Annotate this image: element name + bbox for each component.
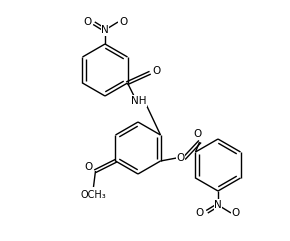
Text: O: O [176, 153, 185, 163]
Text: OCH₃: OCH₃ [81, 190, 106, 200]
Text: O: O [193, 129, 202, 139]
Text: NH: NH [131, 96, 146, 106]
Text: O: O [119, 17, 127, 27]
Text: N: N [214, 200, 222, 210]
Text: N: N [101, 25, 109, 35]
Text: O: O [152, 66, 161, 76]
Text: O: O [232, 208, 240, 218]
Text: O: O [84, 162, 93, 172]
Text: O: O [83, 17, 91, 27]
Text: O: O [196, 208, 204, 218]
